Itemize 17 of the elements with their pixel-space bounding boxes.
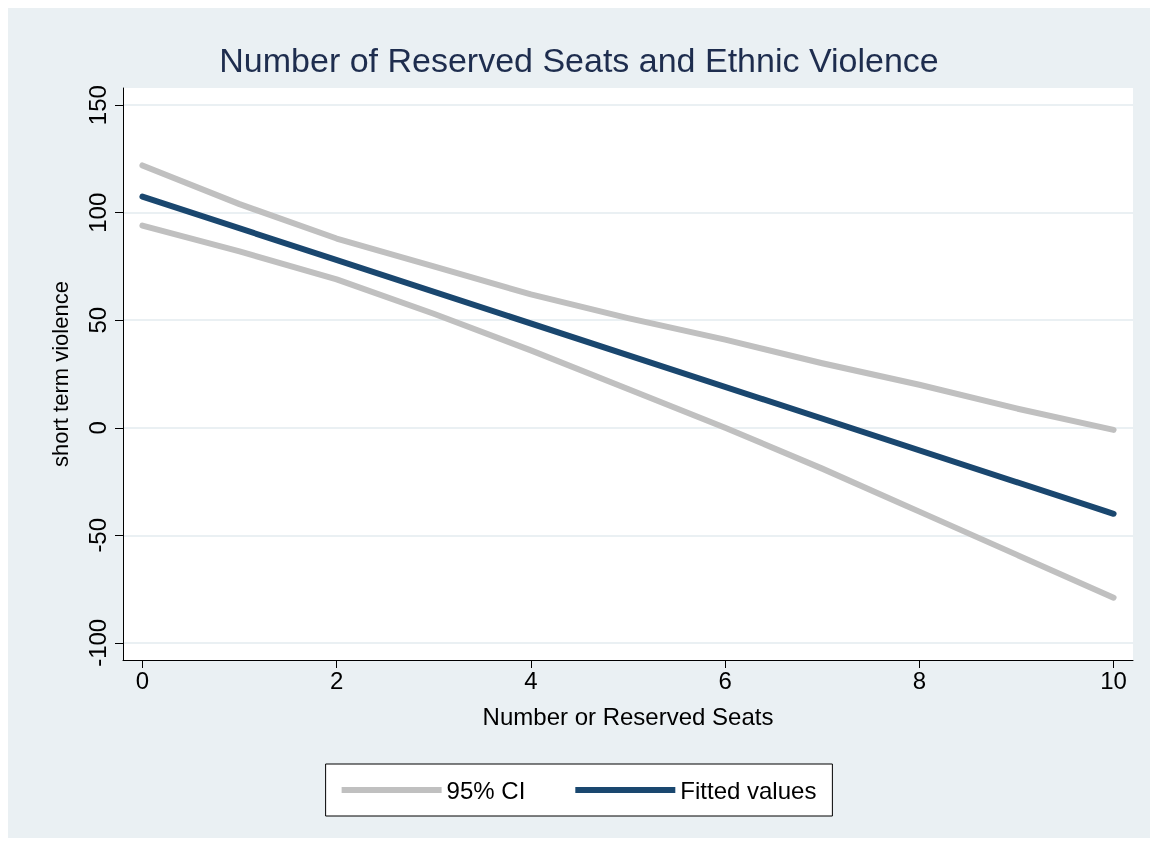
x-tick-label: 2 (329, 666, 344, 694)
y-tick-label: 50 (83, 306, 111, 334)
x-tick-label: 10 (1100, 666, 1127, 694)
y-tick-label: 100 (83, 192, 111, 233)
x-tick-label: 4 (524, 666, 538, 694)
y-axis-title: short term violence (47, 281, 73, 467)
legend-label: 95% CI (446, 776, 526, 804)
y-tick-label: -100 (83, 618, 111, 667)
legend-label: Fitted values (680, 776, 817, 804)
x-tick-label: 6 (718, 666, 732, 694)
y-tick-label: -50 (83, 517, 111, 553)
x-tick-label: 8 (912, 666, 927, 694)
y-tick-label: 150 (83, 85, 111, 126)
x-tick-label: 0 (135, 666, 150, 694)
y-tick-label: 0 (83, 421, 111, 435)
x-axis-title: Number or Reserved Seats (482, 702, 774, 730)
chart-title: Number of Reserved Seats and Ethnic Violence (219, 41, 939, 79)
